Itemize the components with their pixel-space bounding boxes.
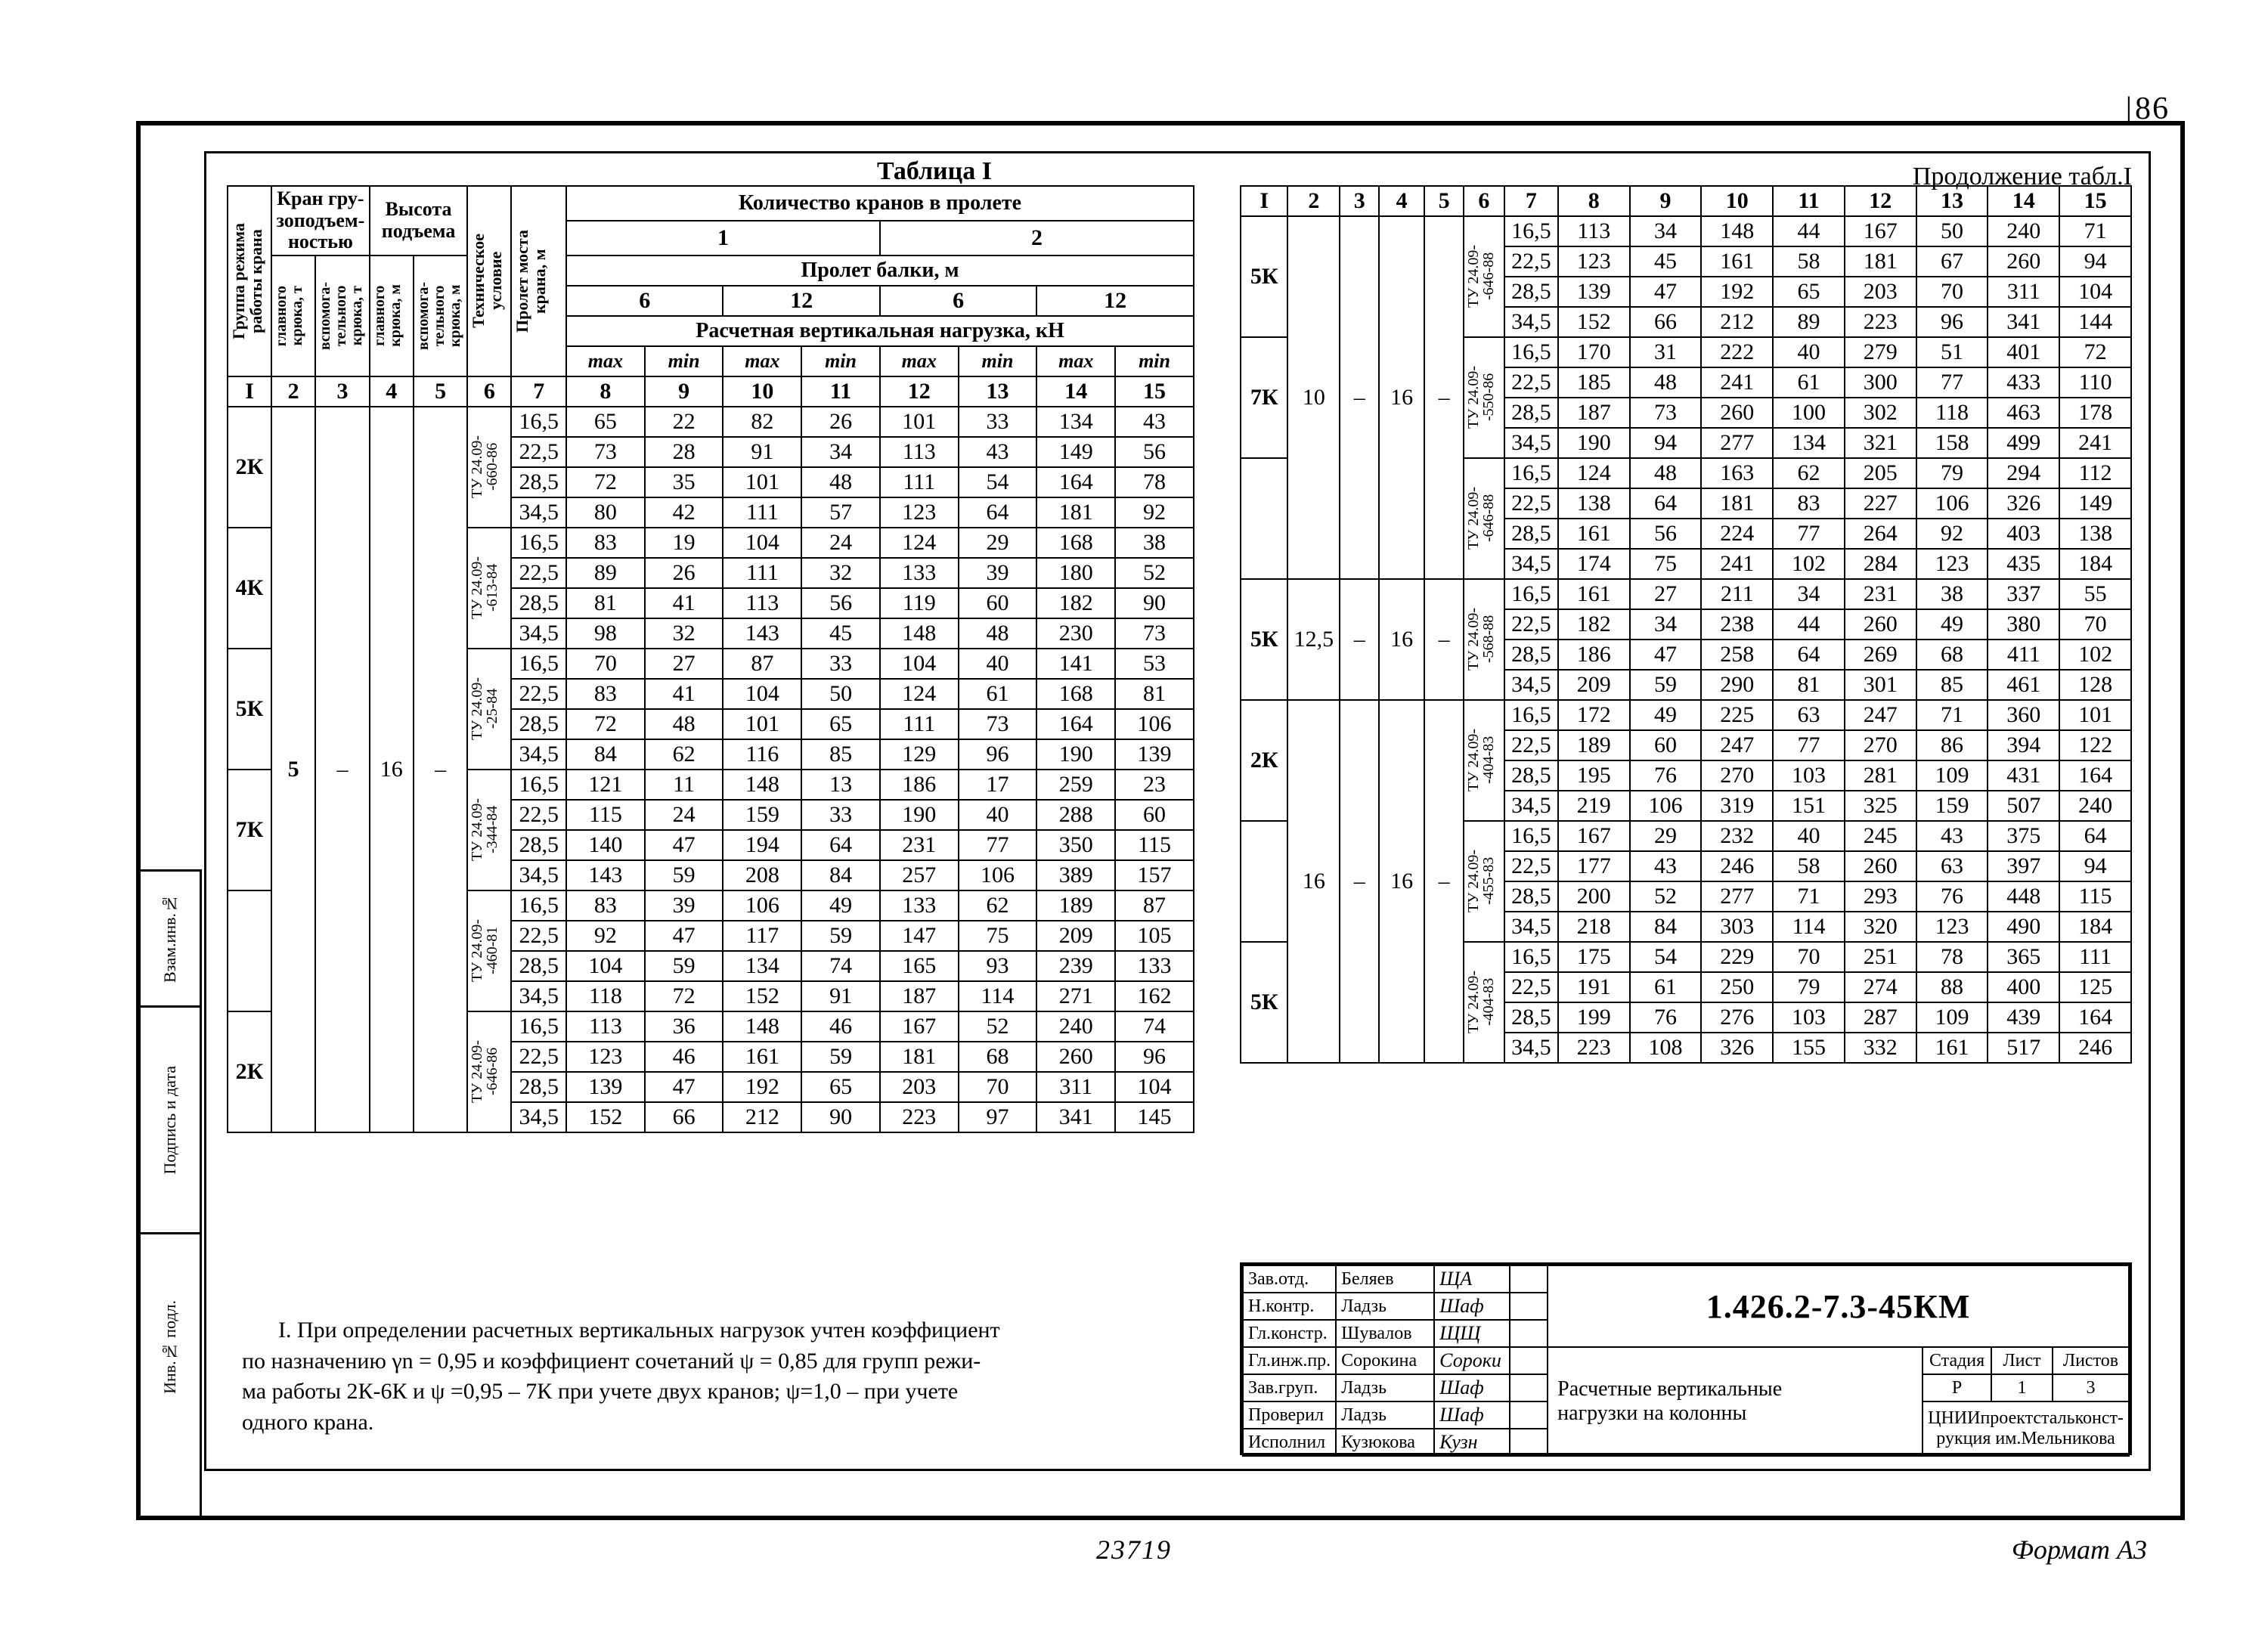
sig-4: Сороки xyxy=(1434,1347,1510,1374)
name-7: Кузюкова xyxy=(1336,1429,1434,1456)
footnote: I. При определении расчетных вертикальны… xyxy=(242,1315,1210,1438)
sig-6: Шаф xyxy=(1434,1401,1510,1429)
role-7: Исполнил xyxy=(1243,1429,1336,1456)
sig-1: ЩА xyxy=(1434,1265,1510,1293)
archive-number: 23719 xyxy=(1096,1534,1172,1566)
name-4: Сорокина xyxy=(1336,1347,1434,1374)
org: ЦНИИпроектстальконст- рукция им.Мельнико… xyxy=(1923,1401,2129,1456)
drawing-code: 1.426.2-7.3-45КМ xyxy=(1548,1265,2129,1347)
name-6: Ладзь xyxy=(1336,1401,1434,1429)
note-line-2: по назначению γn = 0,95 и коэффициент со… xyxy=(242,1349,981,1374)
role-1: Зав.отд. xyxy=(1243,1265,1336,1293)
sig-7: Кузн xyxy=(1434,1429,1510,1456)
val-sheets: 3 xyxy=(2053,1374,2129,1401)
name-3: Шувалов xyxy=(1336,1320,1434,1347)
role-6: Проверил xyxy=(1243,1401,1336,1429)
col-stage: Стадия xyxy=(1923,1347,1991,1374)
name-5: Ладзь xyxy=(1336,1374,1434,1401)
name-1: Беляев xyxy=(1336,1265,1434,1293)
right-table: I234567891011121314155К10–16–ТУ 24.09--6… xyxy=(1240,185,2132,1064)
val-stage: Р xyxy=(1923,1374,1991,1401)
sidebar-label-2: Подпись и дата xyxy=(160,1066,180,1175)
left-table: Группа режимаработы кранаКран гру-зоподъ… xyxy=(227,185,1194,1133)
role-2: Н.контр. xyxy=(1243,1293,1336,1320)
sig-3: ЩЩ xyxy=(1434,1320,1510,1347)
title-block: Зав.отд. Беляев ЩА 1.426.2-7.3-45КМ Н.ко… xyxy=(1240,1262,2132,1455)
note-line-1: I. При определении расчетных вертикальны… xyxy=(242,1315,1210,1346)
drawing-desc: Расчетные вертикальные нагрузки на колон… xyxy=(1548,1347,1923,1456)
note-line-4: одного крана. xyxy=(242,1410,373,1435)
sidebar-label-3: Инв.№ подл. xyxy=(160,1300,180,1394)
note-line-3: ма работы 2К-6К и ψ =0,95 – 7К при учете… xyxy=(242,1379,958,1404)
sig-5: Шаф xyxy=(1434,1374,1510,1401)
val-sheet: 1 xyxy=(1991,1374,2053,1401)
role-4: Гл.инж.пр. xyxy=(1243,1347,1336,1374)
sig-2: Шаф xyxy=(1434,1293,1510,1320)
col-sheet: Лист xyxy=(1991,1347,2053,1374)
col-sheets: Листов xyxy=(2053,1347,2129,1374)
role-3: Гл.констр. xyxy=(1243,1320,1336,1347)
role-5: Зав.груп. xyxy=(1243,1374,1336,1401)
binding-sidebar: Взам.инв.№ Подпись и дата Инв.№ подл. xyxy=(141,869,202,1516)
name-2: Ладзь xyxy=(1336,1293,1434,1320)
format-label: Формат А3 xyxy=(2012,1534,2147,1566)
table-title: Таблица I xyxy=(877,157,992,186)
sidebar-label-1: Взам.инв.№ xyxy=(160,894,180,983)
